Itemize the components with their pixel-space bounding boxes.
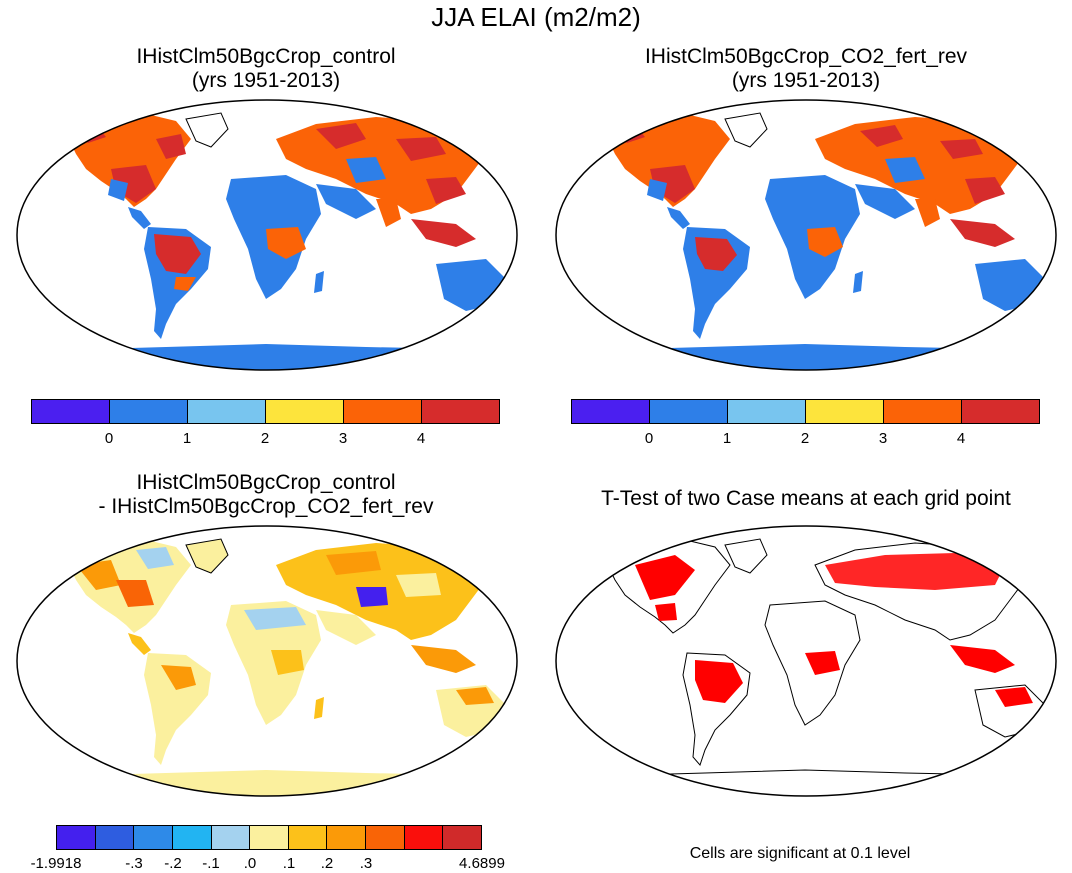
colorbar-swatch bbox=[366, 826, 405, 849]
colorbar-swatch bbox=[188, 400, 266, 423]
cbar3-tick: 4.6899 bbox=[459, 855, 505, 872]
colorbar-swatch bbox=[327, 826, 367, 849]
map-control bbox=[16, 99, 518, 371]
colorbar-swatch bbox=[404, 826, 444, 849]
colorbar-difference bbox=[56, 825, 482, 850]
cbar3-tick: -.3 bbox=[125, 855, 143, 872]
colorbar-swatch bbox=[32, 400, 110, 423]
cbar2-tick: 4 bbox=[956, 430, 966, 447]
cbar1-tick: 1 bbox=[182, 430, 192, 447]
colorbar-swatch bbox=[288, 826, 328, 849]
map-difference bbox=[16, 525, 518, 797]
cbar3-tick: -.1 bbox=[202, 855, 220, 872]
cbar3-tick: .0 bbox=[243, 855, 257, 872]
colorbar-co2 bbox=[571, 399, 1040, 424]
map-co2 bbox=[555, 99, 1057, 371]
cbar1-tick: 0 bbox=[104, 430, 114, 447]
figure-title: JJA ELAI (m2/m2) bbox=[431, 2, 641, 32]
cbar3-tick: .3 bbox=[359, 855, 373, 872]
cbar1-tick: 2 bbox=[260, 430, 270, 447]
panel-title-ttest: T-Test of two Case means at each grid po… bbox=[601, 487, 1011, 510]
colorbar-swatch bbox=[344, 400, 422, 423]
cbar2-tick: 3 bbox=[878, 430, 888, 447]
panel-title-control: IHistClm50BgcCrop_control (yrs 1951-2013) bbox=[136, 45, 396, 92]
colorbar-swatch bbox=[134, 826, 173, 849]
colorbar-swatch bbox=[57, 826, 96, 849]
colorbar-swatch bbox=[172, 826, 212, 849]
colorbar-swatch bbox=[422, 400, 499, 423]
cbar3-tick: -.2 bbox=[164, 855, 182, 872]
cbar2-tick: 2 bbox=[800, 430, 810, 447]
colorbar-swatch bbox=[806, 400, 884, 423]
colorbar-swatch bbox=[211, 826, 251, 849]
cbar1-tick: 3 bbox=[338, 430, 348, 447]
map-ttest bbox=[555, 525, 1057, 797]
significance-note: Cells are significant at 0.1 level bbox=[689, 845, 911, 862]
cbar1-tick: 4 bbox=[416, 430, 426, 447]
colorbar-swatch bbox=[650, 400, 728, 423]
colorbar-swatch bbox=[266, 400, 344, 423]
colorbar-swatch bbox=[443, 826, 482, 849]
colorbar-swatch bbox=[110, 400, 188, 423]
colorbar-swatch bbox=[250, 826, 289, 849]
cbar2-tick: 1 bbox=[722, 430, 732, 447]
cbar2-tick: 0 bbox=[644, 430, 654, 447]
colorbar-swatch bbox=[884, 400, 962, 423]
cbar3-tick: .2 bbox=[320, 855, 334, 872]
colorbar-swatch bbox=[728, 400, 806, 423]
colorbar-swatch bbox=[962, 400, 1039, 423]
cbar3-tick: .1 bbox=[282, 855, 296, 872]
colorbar-control bbox=[31, 399, 500, 424]
cbar3-tick: -1.9918 bbox=[30, 855, 82, 872]
panel-title-diff: IHistClm50BgcCrop_control - IHistClm50Bgc… bbox=[98, 471, 434, 518]
colorbar-swatch bbox=[572, 400, 650, 423]
panel-title-co2: IHistClm50BgcCrop_CO2_fert_rev (yrs 1951-… bbox=[644, 45, 968, 92]
colorbar-swatch bbox=[95, 826, 135, 849]
